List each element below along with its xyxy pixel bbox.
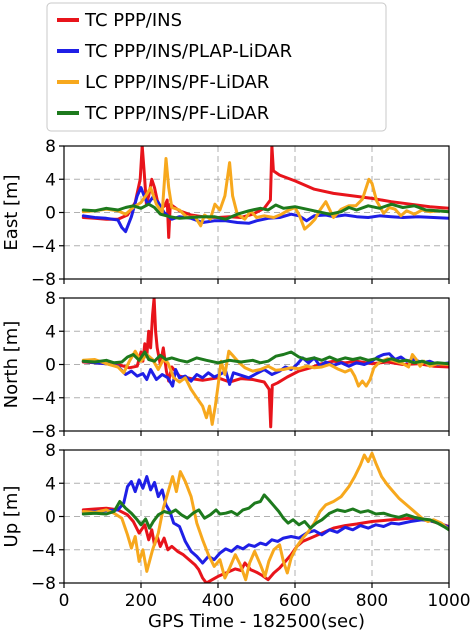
x-axis: 0 200 400 600 800 1000 GPS Time - 182500(sec): [59, 591, 471, 632]
series-line-4: [81, 350, 449, 366]
y-tick-label: 0: [45, 356, 56, 376]
series-line-1: [81, 146, 449, 239]
series-line-2: [81, 475, 449, 565]
legend-label: TC PPP/INS/PF-LiDAR: [84, 103, 269, 124]
x-tick-label: 0: [59, 591, 70, 611]
y-tick-label: −4: [31, 541, 56, 561]
y-tick-label: 0: [45, 204, 56, 224]
series-line-4: [81, 202, 449, 221]
panel-1: −8 −4 0 4 8 East [m]: [1, 137, 450, 290]
y-tick-label: 0: [45, 508, 56, 528]
y-tick-label: −4: [31, 237, 56, 257]
legend-frame: [46, 2, 387, 132]
y-tick-label: −8: [31, 574, 56, 594]
x-tick-label: 1000: [427, 591, 470, 611]
panel-2: −8 −4 0 4 8 North [m]: [1, 289, 450, 442]
series-line-3: [81, 157, 449, 231]
y-tick-label: −4: [31, 389, 56, 409]
series-group: [81, 298, 449, 429]
x-tick-label: 200: [125, 591, 157, 611]
y-tick-label: 8: [45, 441, 56, 461]
y-tick-label: 8: [45, 137, 56, 157]
y-axis-label: East [m]: [1, 174, 22, 250]
panel-3: −8 −4 0 4 8 Up [m]: [1, 441, 450, 594]
series-line-2: [81, 352, 449, 388]
series-group: [81, 146, 449, 239]
legend-label: TC PPP/INS/PLAP-LiDAR: [84, 41, 292, 62]
x-tick-label: 600: [279, 591, 311, 611]
legend-label: LC PPP/INS/PF-LiDAR: [85, 72, 269, 93]
series-line-3: [81, 451, 449, 582]
y-tick-label: 8: [45, 289, 56, 309]
x-tick-label: 400: [202, 591, 234, 611]
y-axis-label: Up [m]: [1, 486, 22, 548]
x-axis-label: GPS Time - 182500(sec): [148, 611, 365, 632]
series-line-4: [81, 493, 449, 532]
y-tick-label: 4: [45, 170, 56, 190]
y-tick-label: 4: [45, 322, 56, 342]
chart-panels: −8 −4 0 4 8 East [m] −8 −4 0 4 8 North [m] −8 −4 0 4 8 Up…: [1, 137, 450, 594]
legend: TC PPP/INS TC PPP/INS/PLAP-LiDAR LC PPP/IN…: [46, 2, 387, 132]
series-group: [81, 451, 449, 583]
legend-label: TC PPP/INS: [84, 10, 182, 31]
y-tick-label: −8: [31, 270, 56, 290]
y-tick-label: −8: [31, 422, 56, 442]
y-tick-label: 4: [45, 474, 56, 494]
y-axis-label: North [m]: [1, 321, 22, 409]
x-tick-label: 800: [356, 591, 388, 611]
